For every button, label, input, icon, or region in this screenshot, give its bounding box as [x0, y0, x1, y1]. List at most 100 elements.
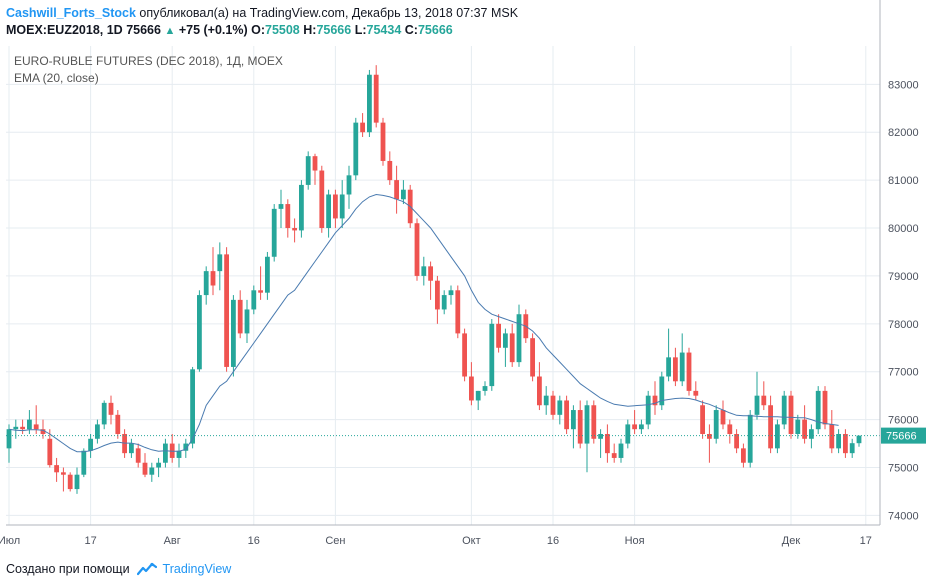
candle-body	[265, 256, 270, 293]
candle-body	[768, 405, 773, 449]
candle-body	[591, 405, 597, 439]
candle-body	[550, 395, 556, 415]
candle-body	[115, 414, 121, 434]
candle-body	[584, 405, 590, 444]
open-label: O:	[251, 23, 265, 37]
candle-body	[6, 429, 12, 449]
candle-body	[441, 295, 447, 310]
candle-body	[741, 448, 746, 463]
candle-body	[61, 472, 66, 475]
candle-body	[251, 290, 257, 310]
candle-body	[482, 386, 488, 391]
candle-body	[659, 376, 665, 406]
candle-body	[13, 426, 19, 430]
candle-body	[475, 390, 481, 401]
candle-body	[618, 443, 624, 458]
candle-body	[40, 429, 46, 434]
footer-brand-link[interactable]: TradingView	[162, 562, 232, 576]
y-tick-label: 82000	[888, 127, 919, 139]
y-tick-label: 78000	[888, 319, 919, 331]
candle-body	[537, 376, 542, 406]
candle-body	[149, 467, 155, 475]
candle-body	[836, 433, 841, 449]
tradingview-logo-icon	[137, 562, 158, 576]
y-tick-label: 77000	[888, 367, 919, 379]
candle-body	[815, 390, 821, 430]
candle-body	[727, 424, 733, 434]
candle-body	[747, 414, 753, 463]
candle-body	[271, 208, 277, 257]
x-tick-label: Окт	[462, 535, 481, 547]
candle-body	[292, 228, 297, 231]
candle-body	[197, 295, 202, 370]
last-price: 75666	[126, 23, 161, 37]
candle-body	[829, 424, 835, 449]
candle-body	[135, 448, 141, 463]
candle-body	[278, 204, 284, 209]
low-value: 75434	[366, 23, 402, 37]
candle-body	[401, 189, 406, 200]
candle-body	[360, 122, 365, 133]
candle-body	[577, 410, 583, 444]
candle-body	[20, 426, 25, 430]
candle-body	[693, 390, 699, 396]
candle-body	[496, 323, 501, 348]
y-tick-label: 80000	[888, 223, 919, 235]
candle-body	[469, 376, 474, 401]
candle-body	[299, 184, 304, 231]
candle-body	[849, 443, 855, 454]
publish-line: Cashwill_Forts_Stock опубликовал(а) на T…	[6, 5, 518, 21]
candle-body	[516, 314, 522, 363]
candle-body	[421, 266, 427, 276]
x-tick-label: 16	[547, 535, 559, 547]
candle-body	[346, 175, 352, 195]
candle-body	[503, 333, 508, 348]
chart-axes: 74000 75000 76000 77000 78000 79000 80000 81000…	[0, 0, 926, 547]
candle-body	[754, 395, 760, 415]
x-tick-label: Дек	[782, 535, 801, 547]
candle-body	[190, 369, 195, 444]
x-tick-label: Сен	[325, 535, 345, 547]
candle-body	[244, 309, 250, 334]
candle-body	[203, 271, 209, 296]
candle-body	[822, 390, 828, 425]
candle-body	[67, 474, 73, 490]
candle-body	[258, 290, 263, 293]
y-tick-label: 83000	[888, 79, 919, 91]
candle-body	[27, 419, 32, 430]
candle-body	[564, 400, 569, 430]
chart-title: EURO-RUBLE FUTURES (DEC 2018), 1Д, MOEX	[14, 54, 283, 68]
candle-body	[679, 352, 685, 382]
y-tick-label: 79000	[888, 271, 919, 283]
candle-body	[489, 323, 495, 387]
candle-body	[394, 180, 399, 200]
candle-body	[339, 194, 345, 219]
candle-body	[713, 410, 719, 439]
candle-body	[795, 419, 801, 434]
candle-body	[666, 357, 671, 377]
candle-body	[639, 424, 644, 430]
candle-body	[775, 424, 780, 449]
x-tick-label: 17	[84, 535, 96, 547]
candle-body	[142, 462, 148, 475]
candle-body	[367, 74, 372, 133]
author-link[interactable]: Cashwill_Forts_Stock	[6, 6, 136, 20]
ema-legend[interactable]: EMA (20, close)	[14, 71, 99, 85]
y-tick-label: 81000	[888, 175, 919, 187]
candle-body	[856, 435, 862, 444]
close-value: 75666	[417, 23, 453, 37]
candle-body	[530, 338, 535, 377]
candle-body	[333, 194, 338, 219]
candle-body	[509, 333, 515, 363]
candle-body	[387, 160, 393, 181]
candle-body	[781, 395, 787, 425]
open-value: 75508	[265, 23, 300, 37]
x-tick-label: Ноя	[625, 535, 645, 547]
candle-body	[88, 438, 93, 451]
candle-body	[129, 443, 134, 454]
candle-body	[47, 438, 53, 466]
candle-body	[788, 395, 794, 434]
candle-body	[210, 271, 216, 286]
published-text: опубликовал(а) на TradingView.com, Декаб…	[139, 6, 519, 20]
